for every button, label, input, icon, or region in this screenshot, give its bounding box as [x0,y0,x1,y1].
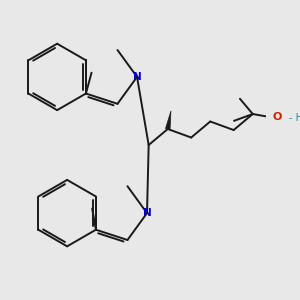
Text: O: O [272,112,281,122]
Polygon shape [166,111,171,129]
Text: N: N [133,72,141,82]
Text: N: N [142,208,152,218]
Text: - H: - H [289,113,300,123]
